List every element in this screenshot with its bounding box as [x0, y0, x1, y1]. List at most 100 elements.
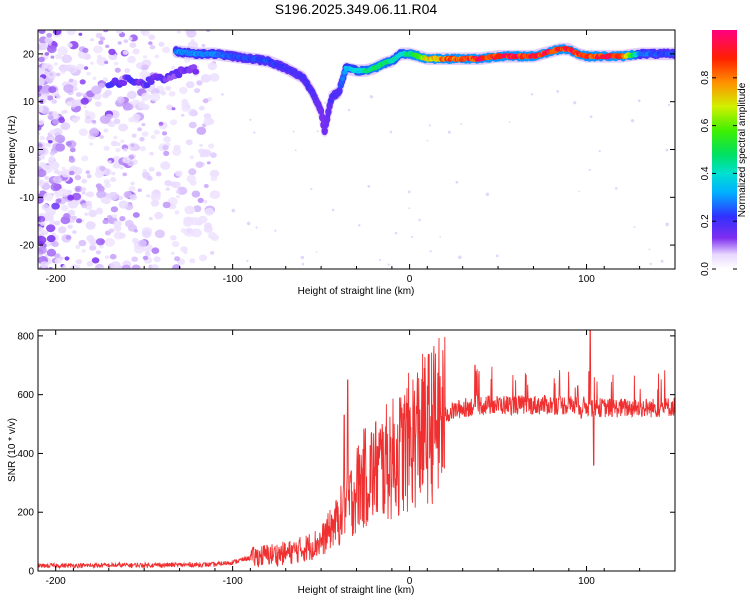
noise-dot [246, 259, 249, 262]
noise-dot [301, 262, 305, 266]
noise-blob [141, 30, 150, 36]
noise-blob [206, 161, 211, 165]
noise-blob [204, 207, 215, 216]
noise-dot [378, 258, 382, 262]
noise-blob [48, 139, 53, 144]
noise-blob [162, 201, 171, 209]
trace-core [319, 117, 326, 122]
trace-core [324, 118, 330, 124]
noise-blob [72, 192, 82, 201]
noise-dot [358, 224, 361, 227]
noise-blob [112, 162, 121, 169]
noise-blob [198, 254, 208, 262]
noise-blob [141, 171, 150, 178]
secondary-trace-blob [147, 79, 155, 85]
noise-blob [185, 139, 193, 146]
noise-blob [46, 95, 54, 101]
noise-blob [89, 128, 100, 137]
noise-blob [139, 146, 146, 152]
x-tick-label: 100 [578, 274, 595, 285]
noise-blob [81, 187, 87, 192]
x-tick-label: -200 [46, 274, 66, 285]
noise-blob [69, 170, 75, 176]
snr-chart: -200 -100 0 100 0 200 400 600 800 Height of stra… [7, 329, 676, 596]
noise-blob [139, 136, 145, 142]
noise-dot [615, 187, 618, 190]
noise-blob [50, 182, 61, 192]
noise-blob [148, 34, 156, 40]
colorbar-label: Normalized spectral amplitude [737, 82, 748, 217]
noise-blob [186, 30, 197, 38]
noise-blob [60, 204, 69, 212]
noise-blob [51, 202, 60, 210]
noise-dot [369, 95, 374, 99]
noise-blob [38, 105, 44, 113]
noise-blob [95, 183, 103, 189]
noise-blob [150, 134, 156, 140]
noise-dot [316, 130, 319, 133]
noise-dot [249, 118, 252, 121]
noise-blob [84, 212, 89, 216]
trace-core [323, 123, 329, 129]
noise-blob [63, 190, 70, 196]
noise-blob [48, 111, 53, 116]
noise-blob [198, 105, 205, 111]
noise-blob [79, 79, 86, 85]
noise-blob [81, 178, 88, 184]
noise-blob [51, 99, 57, 104]
noise-blob [103, 128, 109, 133]
noise-blob [40, 221, 46, 226]
noise-blob [100, 197, 109, 204]
noise-blob [170, 204, 177, 210]
noise-blob [78, 32, 83, 36]
noise-blob [98, 40, 104, 45]
y-tick-label: -20 [20, 241, 35, 252]
noise-blob [67, 209, 76, 216]
noise-blob [127, 55, 136, 64]
noise-blob [202, 98, 209, 104]
noise-blob [38, 216, 42, 221]
noise-blob [74, 174, 82, 181]
noise-blob [131, 264, 141, 269]
noise-blob [169, 119, 178, 126]
noise-blob [153, 256, 161, 263]
noise-blob [141, 92, 151, 101]
noise-blob [47, 42, 52, 46]
noise-blob [181, 105, 190, 112]
snr-marks [38, 330, 675, 570]
noise-dot [294, 149, 297, 152]
noise-blob [61, 54, 73, 64]
noise-blob [148, 41, 153, 46]
noise-blob [45, 241, 52, 247]
noise-blob [86, 191, 95, 198]
noise-blob [103, 179, 110, 185]
noise-blob [141, 230, 152, 239]
noise-blob [113, 135, 118, 140]
noise-blob [132, 48, 140, 55]
noise-dot [556, 90, 560, 93]
secondary-trace-blob [192, 68, 200, 75]
noise-blob [89, 142, 94, 146]
noise-dot [367, 185, 371, 188]
noise-blob [142, 169, 147, 173]
noise-blob [48, 156, 56, 162]
noise-blob [92, 76, 97, 81]
noise-dot [324, 101, 327, 104]
noise-blob [188, 121, 197, 129]
x-tick-label: -100 [223, 576, 243, 587]
colorbar-tick-label: 0.8 [700, 70, 711, 84]
noise-blob [38, 124, 42, 131]
noise-dot [665, 222, 669, 227]
noise-blob [110, 206, 119, 213]
colorbar: 0.0 0.2 0.4 0.6 0.8 Normalized spectral ampl… [700, 30, 748, 276]
noise-blob [118, 232, 126, 239]
noise-blob [83, 66, 89, 70]
noise-blob [39, 135, 45, 141]
noise-dot [630, 119, 635, 123]
noise-blob [193, 205, 202, 213]
noise-blob [64, 256, 70, 261]
noise-blob [191, 190, 201, 198]
noise-blob [78, 128, 88, 136]
trace-core [340, 76, 346, 81]
